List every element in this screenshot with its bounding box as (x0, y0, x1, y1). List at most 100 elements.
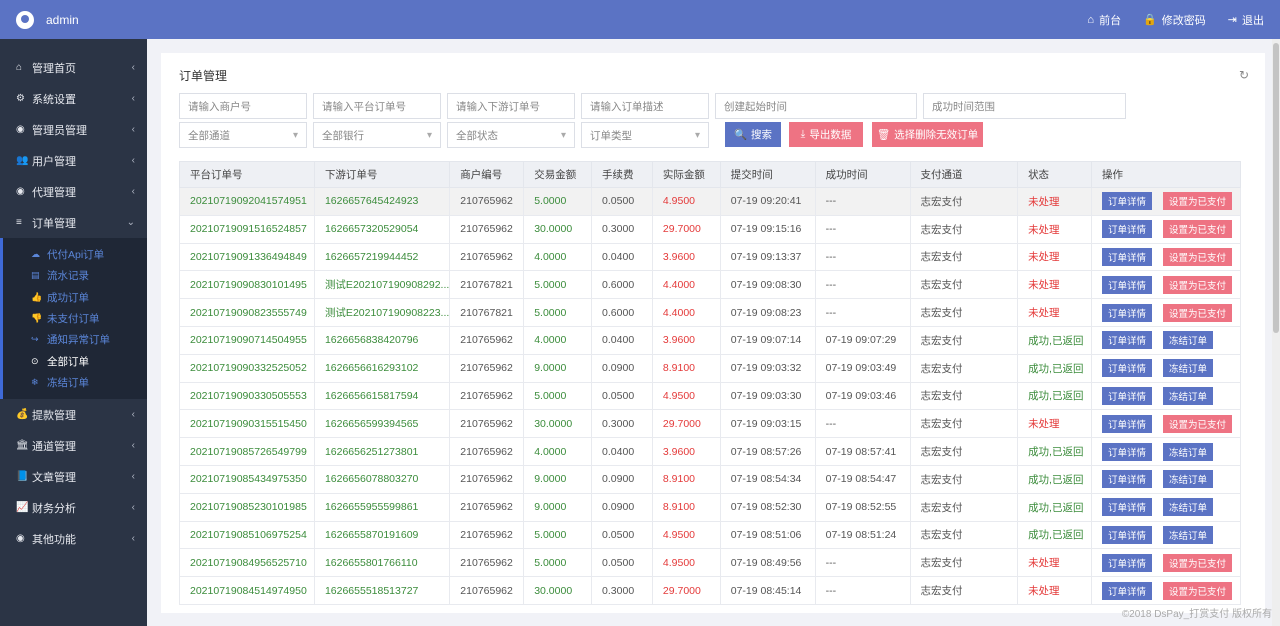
set-paid-button[interactable]: 设置为已支付 (1163, 192, 1233, 211)
set-paid-button[interactable]: 设置为已支付 (1163, 581, 1233, 600)
nav-logout-link[interactable]: ⇥ 退出 (1228, 12, 1264, 28)
merchant-no-input[interactable]: 请输入商户号 (179, 93, 307, 119)
submenu-item-success-orders[interactable]: 👍 成功订单 (3, 287, 147, 308)
success-time-input[interactable]: 成功时间范围 (923, 93, 1126, 119)
column-header: 平台订单号 (179, 161, 315, 188)
freeze-order-button[interactable]: 冻结订单 (1163, 470, 1214, 489)
order-detail-button[interactable]: 订单详情 (1102, 386, 1153, 405)
nav-home-link[interactable]: ⌂ 前台 (1087, 12, 1121, 28)
order-detail-button[interactable]: 订单详情 (1102, 553, 1153, 572)
sidebar-item-agents[interactable]: ◉ 代理管理 ‹ (0, 176, 147, 207)
order-detail-button[interactable]: 订单详情 (1102, 192, 1153, 211)
set-paid-button[interactable]: 设置为已支付 (1163, 275, 1233, 294)
delete-invalid-button[interactable]: 🗑 选择删除无效订单 (872, 122, 983, 147)
actions-cell: 订单详情 冻结订单 (1091, 464, 1241, 494)
sidebar-item-users[interactable]: 👥 用户管理 ‹ (0, 145, 147, 176)
table-cell: 07-19 09:20:41 (719, 187, 816, 216)
sidebar-item-channels[interactable]: 🏛 通道管理 ‹ (0, 430, 147, 461)
table-cell: 07-19 08:49:56 (719, 548, 816, 578)
order-detail-button[interactable]: 订单详情 (1102, 303, 1153, 322)
page-scrollbar[interactable] (1272, 39, 1280, 626)
freeze-order-button[interactable]: 冻结订单 (1163, 498, 1214, 517)
freeze-order-button[interactable]: 冻结订单 (1163, 331, 1214, 350)
freeze-order-button[interactable]: 冻结订单 (1163, 442, 1214, 461)
bank-select[interactable]: 全部银行 (313, 122, 441, 148)
order-detail-button[interactable]: 订单详情 (1102, 220, 1153, 239)
search-button[interactable]: 🔍 搜索 (725, 122, 781, 147)
nav-change-password-link[interactable]: 🔒 修改密码 (1143, 12, 1206, 28)
submenu-item-unpaid-orders[interactable]: 👎 未支付订单 (3, 308, 147, 329)
order-detail-button[interactable]: 订单详情 (1102, 470, 1153, 489)
refresh-icon[interactable]: ↻ (1238, 68, 1249, 82)
table-cell: 成功,已返回 (1017, 353, 1092, 383)
create-time-input[interactable]: 创建起始时间 (715, 93, 917, 119)
table-row: 20210719085726549799 1626656251273801 2107… (179, 437, 1241, 466)
table-cell: 志宏支付 (909, 298, 1019, 327)
freeze-order-button[interactable]: 冻结订单 (1163, 359, 1214, 378)
submenu-item-api-orders[interactable]: ☁ 代付Api订单 (3, 244, 147, 265)
table-cell: 志宏支付 (909, 381, 1019, 411)
table-cell: 4.0000 (523, 437, 593, 466)
order-detail-button[interactable]: 订单详情 (1102, 498, 1153, 517)
order-detail-button[interactable]: 订单详情 (1102, 581, 1153, 600)
freeze-order-button[interactable]: 冻结订单 (1163, 525, 1214, 544)
sidebar-item-orders[interactable]: ≡ 订单管理 ⌄ (0, 207, 147, 238)
set-paid-button[interactable]: 设置为已支付 (1163, 414, 1233, 433)
order-type-select[interactable]: 订单类型 (581, 122, 709, 148)
sidebar-item-label: 财务分析 (32, 502, 76, 515)
export-button[interactable]: ⤓ 导出数据 (789, 122, 863, 147)
set-paid-button[interactable]: 设置为已支付 (1163, 247, 1233, 266)
table-cell: 07-19 08:54:47 (814, 464, 911, 494)
order-desc-input[interactable]: 请输入订单描述 (581, 93, 709, 119)
sidebar-item-finance[interactable]: 📈 财务分析 ‹ (0, 492, 147, 523)
submenu-label: 未支付订单 (47, 313, 100, 326)
column-header: 提交时间 (719, 161, 816, 188)
downstream-order-input[interactable]: 请输入下游订单号 (447, 93, 575, 119)
table-cell: 测试E202107190908292... (313, 270, 451, 300)
table-cell: 210765962 (449, 548, 525, 578)
order-detail-button[interactable]: 订单详情 (1102, 359, 1153, 378)
sidebar-item-other[interactable]: ◉ 其他功能 ‹ (0, 523, 147, 554)
delete-button-label: 选择删除无效订单 (894, 129, 979, 141)
actions-cell: 订单详情 设置为已支付 (1091, 187, 1241, 216)
order-detail-button[interactable]: 订单详情 (1102, 247, 1153, 266)
table-cell: 07-19 08:54:34 (719, 464, 816, 494)
sidebar-item-admins[interactable]: ◉ 管理员管理 ‹ (0, 114, 147, 145)
status-select[interactable]: 全部状态 (447, 122, 575, 148)
order-detail-button[interactable]: 订单详情 (1102, 331, 1153, 350)
table-cell: 1626656616293102 (313, 353, 451, 383)
table-cell: 210765962 (449, 214, 525, 244)
order-detail-button[interactable]: 订单详情 (1102, 275, 1153, 294)
table-cell: 07-19 08:45:14 (719, 576, 816, 605)
actions-cell: 订单详情 设置为已支付 (1091, 409, 1241, 439)
user-info[interactable]: admin (0, 10, 200, 29)
sidebar-item-withdrawals[interactable]: 💰 提款管理 ‹ (0, 399, 147, 430)
table-cell: 20210719090714504955 (179, 325, 315, 355)
table-cell: 0.0500 (591, 548, 653, 578)
actions-cell: 订单详情 设置为已支付 (1091, 270, 1241, 300)
freeze-order-button[interactable]: 冻结订单 (1163, 386, 1214, 405)
sidebar-item-articles[interactable]: 📘 文章管理 ‹ (0, 461, 147, 492)
order-detail-button[interactable]: 订单详情 (1102, 525, 1153, 544)
table-cell: 0.3000 (591, 409, 653, 439)
table-cell: 20210719084956525710 (179, 548, 315, 578)
sidebar-item-settings[interactable]: ⚙ 系统设置 ‹ (0, 83, 147, 114)
sidebar-item-home[interactable]: ⌂ 管理首页 ‹ (0, 52, 147, 83)
table-cell: 20210719091336494849 (179, 242, 315, 272)
table-cell: 07-19 09:15:16 (719, 214, 816, 244)
set-paid-button[interactable]: 设置为已支付 (1163, 303, 1233, 322)
submenu-item-notify-error[interactable]: ↪ 通知异常订单 (3, 329, 147, 350)
order-detail-button[interactable]: 订单详情 (1102, 414, 1153, 433)
set-paid-button[interactable]: 设置为已支付 (1163, 553, 1233, 572)
channel-select[interactable]: 全部通道 (179, 122, 307, 148)
table-cell: 志宏支付 (909, 353, 1019, 383)
submenu-item-all-orders[interactable]: ⊙ 全部订单 (3, 350, 147, 371)
set-paid-button[interactable]: 设置为已支付 (1163, 220, 1233, 239)
submenu-item-frozen-orders[interactable]: ❄ 冻结订单 (3, 372, 147, 393)
order-detail-button[interactable]: 订单详情 (1102, 442, 1153, 461)
scrollbar-thumb[interactable] (1273, 43, 1279, 333)
table-cell: 20210719090830101495 (179, 270, 315, 300)
platform-order-input[interactable]: 请输入平台订单号 (313, 93, 441, 119)
submenu-item-records[interactable]: ▤ 流水记录 (3, 265, 147, 286)
orders-submenu: ☁ 代付Api订单 ▤ 流水记录 👍 成功订单 👎 未支付订单 ↪ 通知异常订单 ⊙ 全部订… (0, 238, 147, 400)
